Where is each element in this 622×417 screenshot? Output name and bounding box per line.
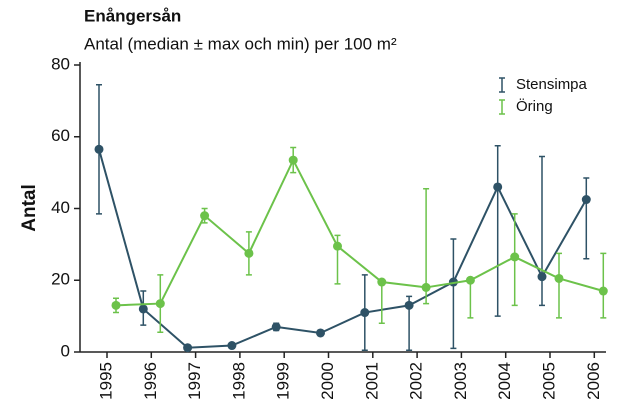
point bbox=[227, 341, 237, 351]
point bbox=[537, 272, 547, 282]
legend-icon bbox=[499, 99, 505, 115]
x-tick-label: 1996 bbox=[141, 362, 160, 400]
chart-subtitle: Antal (median ± max och min) per 100 m² bbox=[84, 34, 397, 53]
y-tick-label: 80 bbox=[51, 54, 70, 73]
point bbox=[138, 304, 148, 314]
error-bar bbox=[378, 281, 385, 325]
point bbox=[111, 300, 121, 310]
point bbox=[404, 300, 414, 310]
y-tick-label: 20 bbox=[51, 270, 70, 289]
point bbox=[288, 155, 298, 165]
y-axis-label: Antal bbox=[19, 184, 40, 232]
legend-label: Öring bbox=[516, 97, 553, 115]
point bbox=[581, 195, 591, 205]
point bbox=[316, 328, 325, 338]
y-tick-label: 0 bbox=[61, 341, 70, 360]
chart-title: Enångersån bbox=[84, 6, 181, 25]
x-tick-label: 2005 bbox=[539, 362, 558, 400]
point bbox=[200, 211, 210, 221]
point bbox=[244, 248, 254, 258]
y-tick-label: 60 bbox=[51, 126, 70, 145]
legend-icon bbox=[499, 77, 505, 93]
error-bar bbox=[539, 155, 545, 307]
x-tick-label: 1997 bbox=[185, 362, 204, 400]
error-bar bbox=[600, 252, 607, 319]
x-tick-label: 2003 bbox=[451, 362, 470, 400]
point bbox=[554, 273, 564, 283]
point bbox=[271, 322, 281, 332]
point bbox=[94, 144, 104, 154]
series-line bbox=[98, 149, 588, 349]
error-bar bbox=[467, 279, 474, 319]
point bbox=[465, 275, 475, 285]
point bbox=[360, 308, 370, 318]
point bbox=[510, 252, 520, 262]
x-tick-label: 2000 bbox=[318, 362, 337, 400]
legend-label: Stensimpa bbox=[516, 76, 588, 93]
point bbox=[155, 299, 165, 309]
point bbox=[333, 241, 342, 251]
point bbox=[183, 343, 193, 353]
error-bar bbox=[583, 177, 590, 260]
x-tick-label: 1995 bbox=[96, 362, 115, 400]
x-tick-label: 1999 bbox=[274, 362, 293, 400]
x-tick-label: 2006 bbox=[584, 362, 603, 400]
x-tick-label: 1998 bbox=[229, 362, 248, 400]
point bbox=[377, 277, 387, 287]
y-tick-label: 40 bbox=[51, 198, 70, 217]
error-bar bbox=[494, 144, 501, 317]
error-bar bbox=[556, 252, 562, 319]
x-tick-label: 2001 bbox=[362, 362, 381, 400]
point bbox=[598, 286, 608, 296]
series-line bbox=[115, 157, 604, 307]
point bbox=[493, 182, 503, 192]
point bbox=[421, 282, 431, 292]
x-tick-label: 2004 bbox=[495, 362, 514, 400]
error-bar bbox=[450, 238, 457, 350]
x-tick-label: 2002 bbox=[407, 362, 426, 400]
